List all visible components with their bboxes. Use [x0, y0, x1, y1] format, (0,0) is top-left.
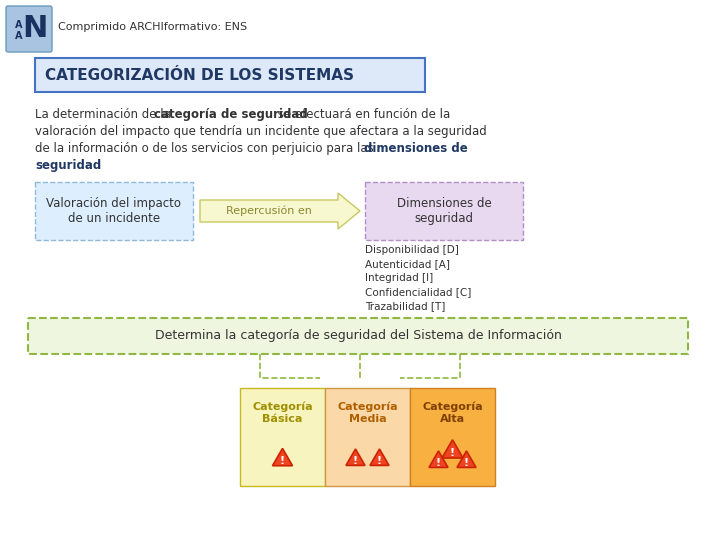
Text: dimensiones de: dimensiones de: [364, 142, 468, 155]
Polygon shape: [429, 451, 448, 468]
Polygon shape: [200, 193, 360, 229]
FancyBboxPatch shape: [28, 318, 688, 354]
Text: Categoría
Alta: Categoría Alta: [422, 402, 483, 424]
Text: !: !: [353, 456, 358, 466]
FancyBboxPatch shape: [35, 58, 425, 92]
FancyBboxPatch shape: [35, 182, 193, 240]
Text: Integridad [I]: Integridad [I]: [365, 273, 433, 283]
Text: Comprimido ARCHIformativo: ENS: Comprimido ARCHIformativo: ENS: [58, 22, 247, 32]
Polygon shape: [442, 440, 463, 458]
FancyBboxPatch shape: [325, 388, 410, 486]
Text: Autenticidad [A]: Autenticidad [A]: [365, 259, 450, 269]
Text: Determina la categoría de seguridad del Sistema de Información: Determina la categoría de seguridad del …: [155, 329, 562, 342]
Text: !: !: [377, 456, 382, 466]
Text: Disponibilidad [D]: Disponibilidad [D]: [365, 245, 459, 255]
Text: A: A: [15, 20, 23, 30]
Text: categoría de seguridad: categoría de seguridad: [154, 108, 307, 121]
Text: Valoración del impacto
de un incidente: Valoración del impacto de un incidente: [47, 197, 181, 225]
FancyBboxPatch shape: [240, 388, 325, 486]
Text: !: !: [450, 448, 455, 458]
Polygon shape: [272, 448, 292, 465]
Polygon shape: [370, 449, 389, 465]
Text: seguridad: seguridad: [35, 159, 102, 172]
Polygon shape: [346, 449, 365, 465]
Text: N: N: [22, 14, 48, 43]
Text: :: :: [89, 159, 93, 172]
Text: Dimensiones de
seguridad: Dimensiones de seguridad: [397, 197, 491, 225]
FancyBboxPatch shape: [365, 182, 523, 240]
Text: Trazabilidad [T]: Trazabilidad [T]: [365, 301, 446, 311]
Text: Categoría
Media: Categoría Media: [337, 402, 398, 424]
Text: CATEGORIZACIÓN DE LOS SISTEMAS: CATEGORIZACIÓN DE LOS SISTEMAS: [45, 68, 354, 83]
Text: !: !: [464, 458, 469, 468]
Text: A: A: [15, 31, 23, 41]
FancyBboxPatch shape: [410, 388, 495, 486]
Text: La determinación de la: La determinación de la: [35, 108, 175, 121]
Text: Confidencialidad [C]: Confidencialidad [C]: [365, 287, 472, 297]
Text: de la información o de los servicios con perjuicio para las: de la información o de los servicios con…: [35, 142, 377, 155]
Text: !: !: [280, 456, 285, 466]
Text: se efectuará en función de la: se efectuará en función de la: [274, 108, 450, 121]
Polygon shape: [457, 451, 476, 468]
Text: Repercusión en: Repercusión en: [226, 206, 312, 216]
Text: valoración del impacto que tendría un incidente que afectara a la seguridad: valoración del impacto que tendría un in…: [35, 125, 487, 138]
Text: Categoría
Básica: Categoría Básica: [252, 402, 312, 424]
FancyBboxPatch shape: [6, 6, 52, 52]
Text: !: !: [436, 458, 441, 468]
